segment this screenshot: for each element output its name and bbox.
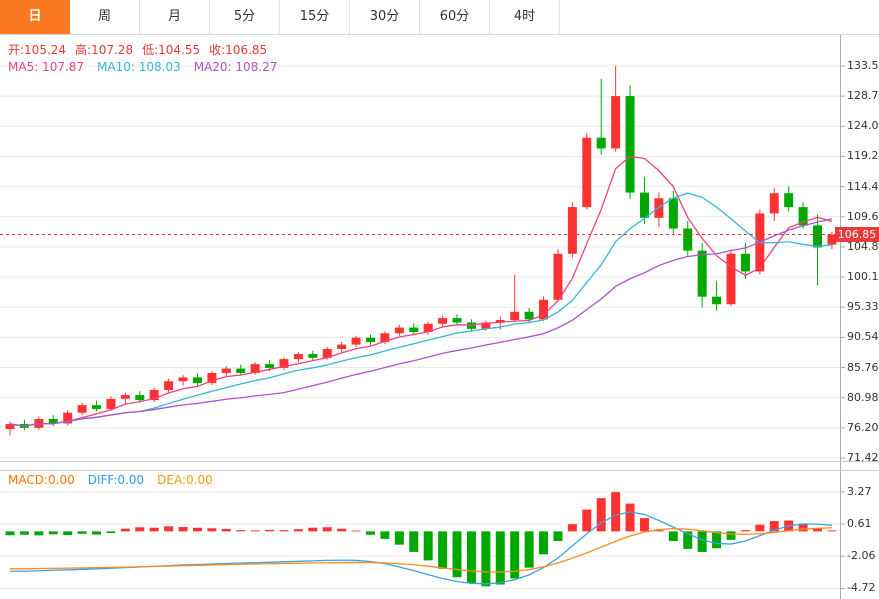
period-tab-7[interactable]: 60分 [420, 0, 490, 34]
ma20-line [9, 218, 833, 427]
macd-histogram [5, 492, 837, 587]
dea-line [10, 527, 832, 573]
period-tab-8[interactable]: 4时 [490, 0, 560, 34]
ma10-line [9, 192, 833, 427]
macd-lines [10, 511, 832, 585]
axis-frame [0, 35, 879, 599]
period-tab-3[interactable]: 月 [140, 0, 210, 34]
period-tabbar: 日周月 5分 15分 30分 60分 4时 [0, 0, 879, 35]
period-tab-6[interactable]: 30分 [350, 0, 420, 34]
current-price-badge: 106.85 [835, 227, 879, 242]
period-tab-5[interactable]: 15分 [280, 0, 350, 34]
ma-lines [9, 155, 833, 427]
ma5-line [9, 155, 833, 427]
period-tab-4[interactable]: 5分 [210, 0, 280, 34]
grid-layer [0, 65, 840, 589]
candlestick-layer [5, 66, 837, 436]
period-tab-2[interactable]: 周 [70, 0, 140, 34]
diff-line [10, 511, 832, 585]
period-tab-1[interactable]: 日 [0, 0, 70, 34]
